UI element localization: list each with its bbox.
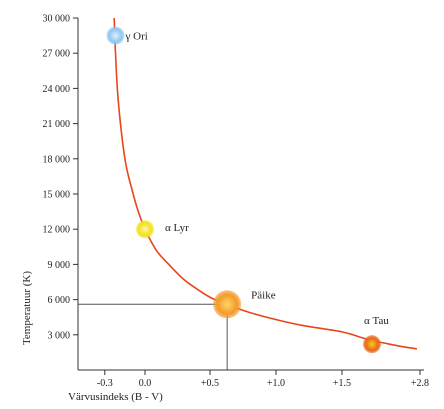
x-tick-label: +1.0 (267, 378, 285, 389)
x-tick-label: 0.0 (139, 378, 152, 389)
y-tick-label: 18 000 (43, 154, 71, 165)
y-tick-label: 21 000 (43, 119, 71, 130)
y-tick-label: 3 000 (48, 330, 71, 341)
star-marker (363, 335, 381, 354)
y-tick-label: 30 000 (43, 14, 71, 25)
x-tick-label: +2.8 (411, 378, 429, 389)
y-tick-label: 12 000 (43, 225, 71, 236)
star-label: α Lyr (165, 222, 189, 234)
temperature-curve-line (113, 17, 418, 350)
x-tick-label: +0.5 (201, 378, 219, 389)
y-tick-label: 9 000 (48, 260, 71, 271)
star-label: γ Ori (125, 31, 148, 43)
y-tick-label: 15 000 (43, 190, 71, 201)
star-label: Päike (251, 289, 276, 301)
y-tick-label: 24 000 (43, 84, 71, 95)
y-tick-label: 27 000 (43, 49, 71, 60)
x-tick-label: +1.5 (333, 378, 351, 389)
y-axis-title: Temperatuur (K) (21, 271, 33, 345)
x-axis-title: Värvusindeks (B - V) (68, 391, 163, 403)
star-marker (213, 290, 242, 319)
star-label: α Tau (364, 315, 389, 327)
x-tick-label: -0.3 (97, 378, 113, 389)
y-tick-label: 6 000 (48, 295, 71, 306)
star-marker (106, 26, 125, 45)
star-marker (136, 220, 154, 239)
